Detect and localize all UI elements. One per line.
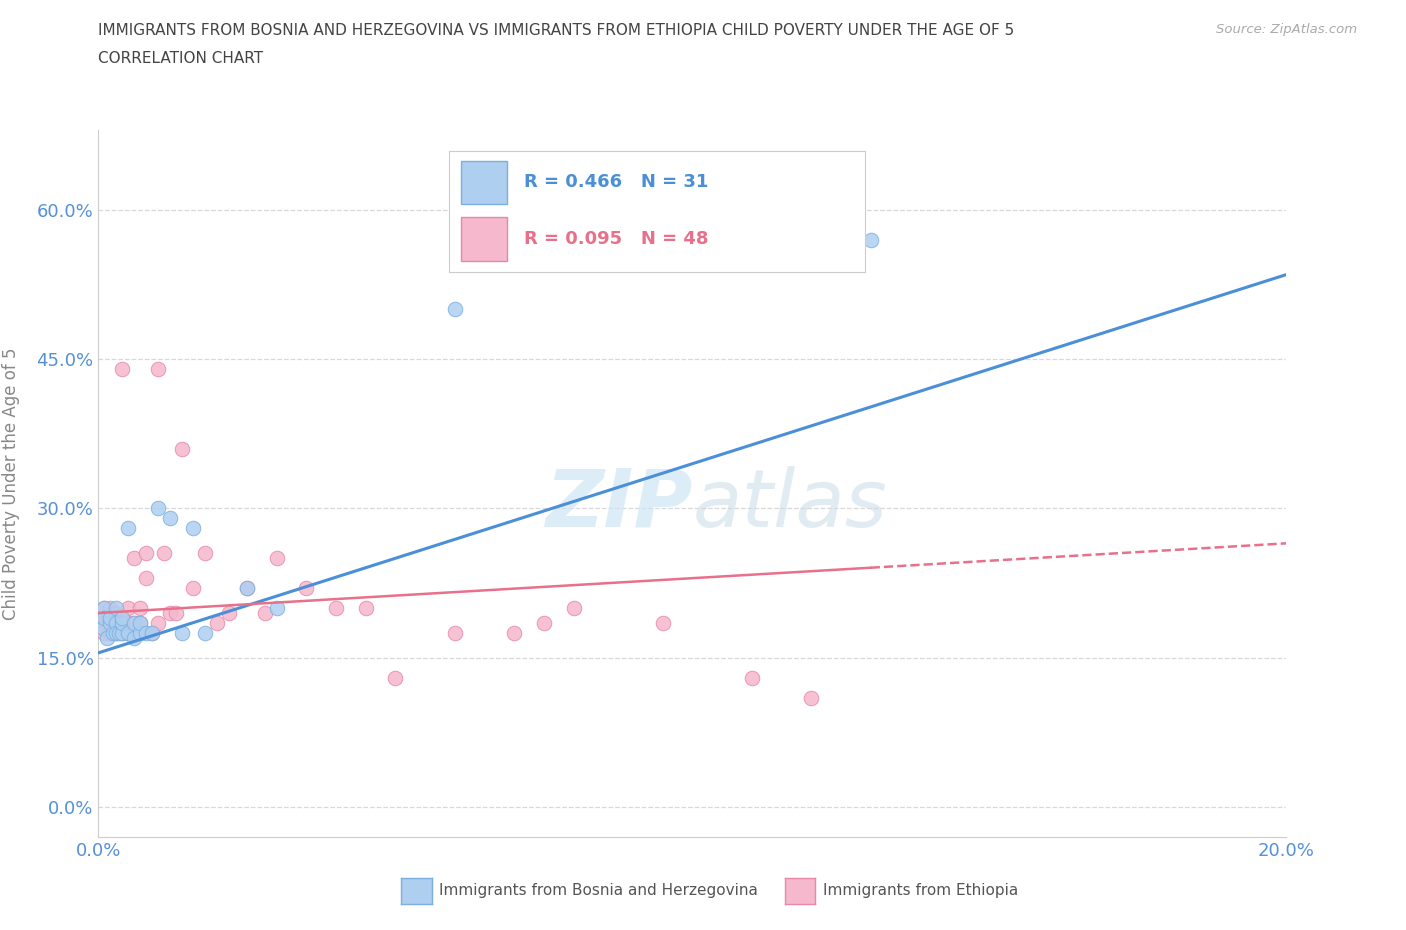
Point <box>105 616 128 631</box>
Point <box>103 626 125 641</box>
Point <box>146 362 169 377</box>
Point <box>159 511 181 525</box>
Text: Source: ZipAtlas.com: Source: ZipAtlas.com <box>1216 23 1357 36</box>
Point <box>117 521 139 536</box>
Point <box>135 626 157 641</box>
Point <box>135 571 157 586</box>
Point <box>129 616 152 631</box>
Point <box>93 601 115 616</box>
Point <box>325 601 347 616</box>
Point <box>111 626 134 641</box>
Point <box>96 616 118 631</box>
Point <box>533 616 555 631</box>
Text: IMMIGRANTS FROM BOSNIA AND HERZEGOVINA VS IMMIGRANTS FROM ETHIOPIA CHILD POVERTY: IMMIGRANTS FROM BOSNIA AND HERZEGOVINA V… <box>98 23 1015 38</box>
Point <box>122 631 145 645</box>
Y-axis label: Child Poverty Under the Age of 5: Child Poverty Under the Age of 5 <box>1 347 20 620</box>
Point <box>266 601 288 616</box>
Point <box>129 601 152 616</box>
Point <box>236 580 259 595</box>
Point <box>129 616 152 631</box>
Point <box>93 626 115 641</box>
Point <box>105 616 128 631</box>
Point <box>218 605 240 620</box>
Point <box>93 601 115 616</box>
Text: ZIP: ZIP <box>546 466 692 544</box>
Point <box>443 302 465 317</box>
Point <box>141 626 163 641</box>
Point <box>129 626 152 641</box>
Point <box>194 626 217 641</box>
Text: CORRELATION CHART: CORRELATION CHART <box>98 51 263 66</box>
Point <box>384 671 406 685</box>
Point <box>122 551 145 565</box>
Point <box>117 616 139 631</box>
Point <box>96 631 118 645</box>
Point <box>170 442 193 457</box>
Point <box>98 601 121 616</box>
Point <box>98 626 121 641</box>
Point <box>295 580 318 595</box>
Point <box>800 690 823 705</box>
Point <box>651 616 673 631</box>
Point <box>105 626 128 641</box>
Text: Immigrants from Ethiopia: Immigrants from Ethiopia <box>823 884 1018 898</box>
Point <box>93 616 115 631</box>
Point <box>205 616 228 631</box>
Point <box>98 616 121 631</box>
Point <box>111 616 134 631</box>
Point <box>111 626 134 641</box>
Point <box>165 605 187 620</box>
Point <box>146 616 169 631</box>
Point <box>105 601 128 616</box>
Point <box>354 601 377 616</box>
Text: Immigrants from Bosnia and Herzegovina: Immigrants from Bosnia and Herzegovina <box>439 884 758 898</box>
Point <box>562 601 585 616</box>
Point <box>117 601 139 616</box>
Point <box>135 546 157 561</box>
Point <box>741 671 763 685</box>
Point <box>117 626 139 641</box>
Point <box>146 501 169 516</box>
Point <box>503 626 526 641</box>
Point <box>108 626 131 641</box>
Point <box>183 580 205 595</box>
Point <box>443 626 465 641</box>
Point <box>236 580 259 595</box>
Point <box>159 605 181 620</box>
Point <box>105 626 128 641</box>
Point <box>152 546 174 561</box>
Point <box>122 616 145 631</box>
Point <box>170 626 193 641</box>
Point <box>859 232 882 247</box>
Point <box>111 362 134 377</box>
Point <box>111 611 134 626</box>
Point <box>103 605 125 620</box>
Text: atlas: atlas <box>692 466 887 544</box>
Point <box>122 616 145 631</box>
Point <box>90 616 112 631</box>
Point <box>253 605 276 620</box>
Point <box>194 546 217 561</box>
Point <box>117 626 139 641</box>
Point <box>93 611 115 626</box>
Point <box>141 626 163 641</box>
Point <box>111 616 134 631</box>
Point <box>105 605 128 620</box>
Point <box>98 611 121 626</box>
Point <box>183 521 205 536</box>
Point <box>266 551 288 565</box>
Point <box>91 620 114 635</box>
